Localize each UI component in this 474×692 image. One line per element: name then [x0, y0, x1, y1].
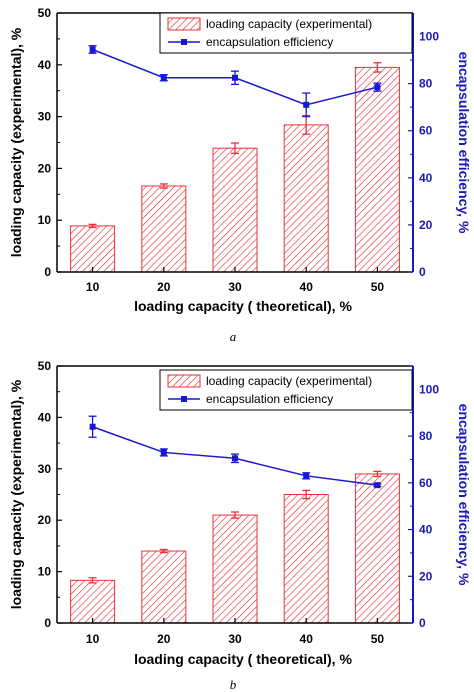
y2-axis-label: encapsulation efficiency, % [456, 404, 472, 586]
bar [283, 494, 329, 624]
legend: loading capacity (experimental) encapsula… [159, 369, 413, 411]
line-point [303, 472, 310, 479]
bar [141, 550, 187, 624]
x-tick-label: 40 [300, 280, 314, 294]
bar [283, 124, 329, 273]
chart-panel-a: 0 10 20 30 40 50 0 20 40 60 80 100 10 20 30 40 50 loading… [8, 6, 472, 344]
y-tick-label: 20 [38, 161, 52, 175]
legend-box [159, 369, 413, 411]
legend-bar-swatch [167, 17, 201, 31]
y2-tick-label: 80 [419, 429, 433, 443]
bar [70, 579, 116, 624]
legend-box [159, 12, 413, 54]
legend-label-line: encapsulation efficiency [206, 392, 333, 406]
legend-line-marker [181, 39, 187, 45]
x-axis-label: loading capacity ( theoretical), % [134, 651, 352, 667]
x-tick-label: 50 [371, 280, 385, 294]
line-point [303, 101, 310, 108]
bar [212, 147, 258, 273]
x-tick-label: 20 [157, 280, 171, 294]
y2-tick-label: 100 [419, 30, 439, 44]
line-point [232, 74, 238, 81]
y2-tick-label: 20 [419, 218, 433, 232]
line-point [160, 74, 167, 81]
line-point [374, 482, 381, 489]
bar [354, 66, 400, 273]
y2-tick-label: 40 [419, 171, 433, 185]
y-axis-label: loading capacity (experimental), % [8, 379, 24, 609]
x-tick-label: 10 [86, 632, 100, 646]
y-tick-label: 10 [38, 213, 52, 227]
bar [212, 514, 258, 624]
legend-label-line: encapsulation efficiency [206, 35, 333, 49]
line-point [89, 46, 96, 53]
y-axis-label: loading capacity (experimental), % [8, 27, 24, 257]
x-axis-label: loading capacity ( theoretical), % [134, 298, 352, 314]
panel-caption: a [230, 329, 237, 344]
bar [141, 185, 187, 273]
x-tick-label: 30 [228, 280, 242, 294]
y-tick-label: 20 [38, 513, 52, 527]
y2-tick-label: 100 [419, 382, 439, 396]
panel-caption: b [230, 677, 237, 692]
y2-tick-label: 60 [419, 476, 433, 490]
bar [70, 225, 116, 273]
legend-bar-swatch [167, 374, 201, 388]
y-tick-label: 0 [44, 616, 51, 630]
legend-label-bars: loading capacity (experimental) [206, 17, 372, 31]
y-tick-label: 50 [38, 6, 52, 20]
legend-label-bars: loading capacity (experimental) [206, 374, 372, 388]
legend-line-marker [181, 396, 187, 402]
y2-axis-label: encapsulation efficiency, % [456, 52, 472, 234]
x-tick-label: 40 [300, 632, 314, 646]
y-tick-label: 30 [38, 110, 52, 124]
y2-tick-label: 0 [419, 265, 426, 279]
y-tick-label: 0 [44, 265, 51, 279]
y2-tick-label: 0 [419, 616, 426, 630]
x-tick-label: 50 [371, 632, 385, 646]
bar [354, 473, 400, 624]
line-point [374, 84, 381, 91]
x-tick-label: 10 [86, 280, 100, 294]
y-tick-label: 10 [38, 565, 52, 579]
line-point [232, 455, 238, 462]
line-point [160, 449, 167, 456]
legend: loading capacity (experimental) encapsula… [159, 12, 413, 54]
y-tick-label: 40 [38, 410, 52, 424]
y2-tick-label: 60 [419, 124, 433, 138]
line-point [89, 423, 96, 430]
y2-tick-label: 40 [419, 523, 433, 537]
y2-tick-label: 20 [419, 569, 433, 583]
x-tick-label: 20 [157, 632, 171, 646]
y2-tick-label: 80 [419, 77, 433, 91]
y-tick-label: 30 [38, 462, 52, 476]
y-tick-label: 50 [38, 359, 52, 373]
x-tick-label: 30 [228, 632, 242, 646]
y-tick-label: 40 [38, 58, 52, 72]
chart-panel-b: 0 10 20 30 40 50 0 20 40 60 80 100 10 20 30 40 50 loading… [8, 359, 472, 692]
